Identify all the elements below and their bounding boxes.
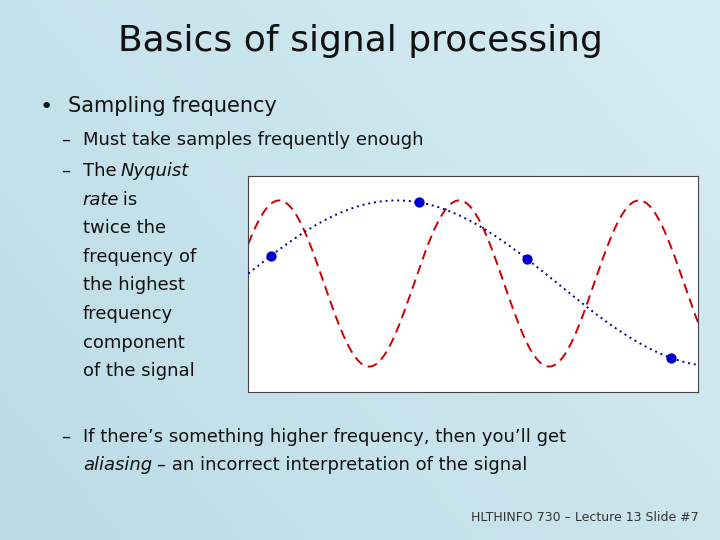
Text: –: – [61,428,71,445]
Text: Sampling frequency: Sampling frequency [68,96,277,116]
Point [665,354,677,362]
Text: component: component [83,334,184,352]
Text: – an incorrect interpretation of the signal: – an incorrect interpretation of the sig… [157,456,527,474]
Text: –: – [61,162,71,180]
Text: HLTHINFO 730 – Lecture 13 Slide #7: HLTHINFO 730 – Lecture 13 Slide #7 [471,511,698,524]
Text: Basics of signal processing: Basics of signal processing [117,24,603,58]
Point [413,198,425,207]
Text: –: – [61,131,71,149]
Text: •: • [40,97,53,117]
Point [521,255,533,264]
Text: frequency: frequency [83,305,173,323]
Text: twice the: twice the [83,219,166,237]
Text: rate: rate [83,191,120,208]
Text: frequency of: frequency of [83,248,196,266]
Text: The: The [83,162,122,180]
Text: Nyquist: Nyquist [120,162,189,180]
Text: aliasing: aliasing [83,456,152,474]
Text: is: is [117,191,138,208]
Text: If there’s something higher frequency, then you’ll get: If there’s something higher frequency, t… [83,428,566,445]
Point [265,252,276,260]
Text: Must take samples frequently enough: Must take samples frequently enough [83,131,423,149]
Text: the highest: the highest [83,276,185,294]
Text: of the signal: of the signal [83,362,194,380]
